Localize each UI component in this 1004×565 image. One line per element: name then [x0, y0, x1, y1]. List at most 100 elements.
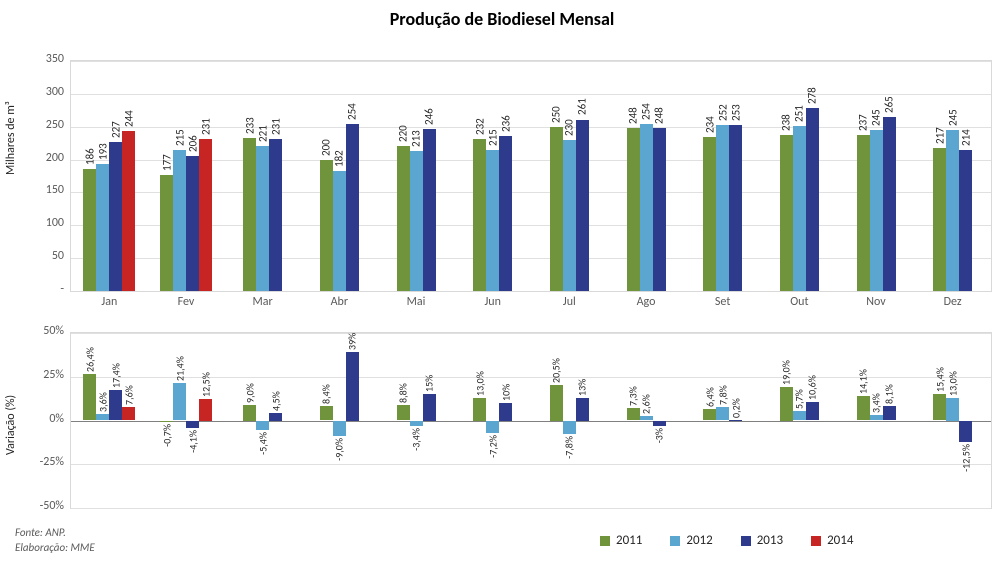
top-bar-label: 278: [806, 88, 819, 105]
bottom-bar-label: 13,0%: [946, 371, 959, 396]
top-bar-label: 215: [486, 129, 499, 146]
bottom-bar-label: 10%: [499, 384, 512, 401]
bottom-bar-label: 26,4%: [83, 347, 96, 372]
legend-item: 2014: [811, 533, 853, 548]
bottom-bar-label: 17,4%: [109, 363, 122, 388]
month-label: Ago: [608, 295, 685, 309]
legend-swatch: [741, 536, 751, 546]
legend-label: 2011: [616, 533, 642, 548]
bottom-bar-label: 5,7%: [793, 389, 806, 409]
top-bar-label: 182: [333, 151, 346, 168]
top-bar: [793, 126, 806, 291]
top-bar-label: 248: [627, 107, 640, 124]
top-bar-label: 237: [857, 115, 870, 132]
top-bar: [486, 150, 499, 291]
bottom-bar: [346, 352, 359, 420]
top-ytick: 150: [4, 183, 64, 197]
top-bar: [653, 128, 666, 291]
bottom-ytick: -25%: [4, 455, 64, 469]
top-bar: [780, 135, 793, 291]
bottom-bar: [857, 396, 870, 421]
bottom-bar-label: -0,7%: [160, 424, 173, 447]
bottom-bar: [320, 406, 333, 421]
top-bar: [729, 125, 742, 291]
bottom-chart: 26,4%3,6%17,4%7,6%-0,7%21,4%-4,1%12,5%9,…: [70, 332, 992, 509]
bottom-bar: [333, 421, 346, 437]
bottom-bar: [959, 421, 972, 443]
top-ytick: 200: [4, 151, 64, 165]
top-ytick: 300: [4, 85, 64, 99]
month-label: Fev: [148, 295, 225, 309]
bottom-bar-label: 19,0%: [780, 360, 793, 385]
legend-item: 2013: [741, 533, 783, 548]
top-bar: [640, 124, 653, 291]
bottom-bar-label: 15,4%: [933, 367, 946, 392]
chart-root: { "title": "Produção de Biodiesel Mensal…: [0, 0, 1004, 565]
top-bar-label: 252: [716, 105, 729, 122]
bottom-bar-label: 10,6%: [806, 375, 819, 400]
bottom-ytick: 0%: [4, 412, 64, 426]
month-label: Dez: [914, 295, 991, 309]
top-bar: [857, 135, 870, 291]
month-label: Mai: [378, 295, 455, 309]
top-bar-label: 220: [397, 126, 410, 143]
top-bar-label: 215: [173, 129, 186, 146]
top-bar-label: 231: [199, 118, 212, 135]
bottom-bar: [806, 402, 819, 421]
top-bar: [333, 171, 346, 291]
top-bar-label: 177: [160, 154, 173, 171]
bottom-bar: [83, 374, 96, 420]
top-bar-label: 245: [946, 109, 959, 126]
top-ytick: 250: [4, 118, 64, 132]
top-bar: [186, 156, 199, 291]
bottom-bar: [423, 394, 436, 420]
top-bar-label: 230: [563, 119, 576, 136]
bottom-bar: [160, 421, 173, 422]
bottom-bar: [486, 421, 499, 434]
bottom-bar-label: 0,2%: [729, 398, 742, 418]
bottom-bar: [653, 421, 666, 426]
top-ytick: 100: [4, 216, 64, 230]
bottom-bar-label: -3,4%: [410, 428, 423, 451]
top-bar: [499, 136, 512, 291]
bottom-bar-label: -5,4%: [256, 432, 269, 455]
bottom-bar: [870, 415, 883, 421]
top-bar-label: 248: [653, 107, 666, 124]
bottom-bar-label: 3,4%: [870, 393, 883, 413]
top-bar: [256, 146, 269, 291]
top-bar: [946, 130, 959, 291]
top-bar: [627, 128, 640, 291]
bottom-bar-label: 8,1%: [883, 385, 896, 405]
bottom-bar-label: -3%: [653, 428, 666, 443]
top-bar-label: 238: [780, 114, 793, 131]
bottom-bar: [793, 411, 806, 421]
top-bar-label: 244: [122, 110, 135, 127]
bottom-bar: [199, 399, 212, 421]
bottom-bar: [883, 406, 896, 420]
bottom-bar-label: 6,4%: [703, 388, 716, 408]
top-bar-label: 227: [109, 121, 122, 138]
top-ytick: 50: [4, 249, 64, 263]
top-bar: [243, 138, 256, 291]
top-bar: [269, 139, 282, 291]
bottom-bar-label: 13%: [576, 378, 589, 395]
chart-title: Produção de Biodiesel Mensal: [0, 8, 1004, 30]
top-bar: [473, 139, 486, 291]
top-bar: [109, 142, 122, 291]
bottom-bar: [109, 390, 122, 420]
top-bar-label: 200: [320, 139, 333, 156]
bottom-bar-label: 20,5%: [550, 358, 563, 383]
top-bar-label: 254: [346, 103, 359, 120]
legend-swatch: [670, 536, 680, 546]
top-bar-label: 232: [473, 118, 486, 135]
bottom-bar: [563, 421, 576, 435]
top-bar: [160, 175, 173, 291]
top-bar-label: 265: [883, 96, 896, 113]
top-bar-label: 233: [243, 117, 256, 134]
bottom-bar-label: 4,5%: [269, 391, 282, 411]
bottom-bar-label: 8,4%: [320, 384, 333, 404]
top-bar-label: 261: [576, 99, 589, 116]
bottom-bar: [499, 403, 512, 421]
top-bar: [959, 150, 972, 291]
legend-item: 2011: [600, 533, 642, 548]
